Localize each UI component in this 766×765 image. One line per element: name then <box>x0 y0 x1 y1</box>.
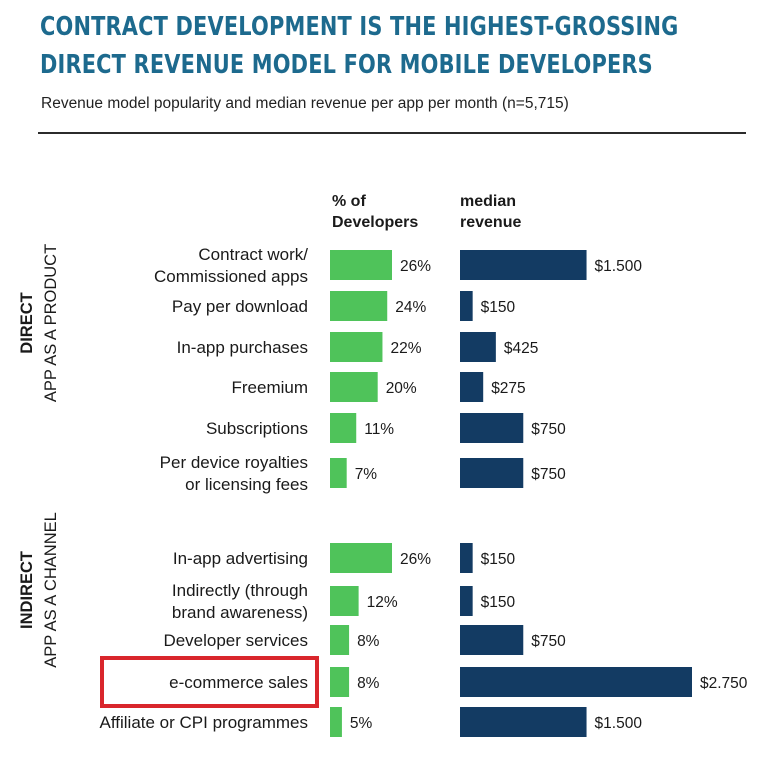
revenue-value-label: $750 <box>531 466 566 483</box>
revenue-bar <box>460 458 524 488</box>
chart-rows: Contract work/Commissioned apps 26% $1.500… <box>100 245 748 737</box>
pct-bar <box>330 458 347 488</box>
pct-value-label: 8% <box>357 675 380 692</box>
category-label: Contract work/ <box>198 245 308 264</box>
pct-value-label: 26% <box>400 551 431 568</box>
pct-value-label: 5% <box>350 715 373 732</box>
pct-bar <box>330 667 350 697</box>
pct-bar <box>330 625 350 655</box>
pct-bar <box>330 707 342 737</box>
chart-row: Per device royalties or licensing fees 7% $… <box>160 453 566 494</box>
revenue-value-label: $425 <box>504 340 538 357</box>
pct-bar <box>330 372 378 402</box>
category-label: Freemium <box>231 378 308 397</box>
chart-row: In-app purchases 22% $425 <box>177 332 538 362</box>
revenue-value-label: $2.750 <box>700 675 748 692</box>
revenue-bar <box>460 625 524 655</box>
revenue-bar <box>460 667 692 697</box>
revenue-bar <box>460 332 496 362</box>
category-label: Commissioned apps <box>154 267 308 286</box>
category-label: Per device royalties <box>160 453 308 472</box>
chart-row: Pay per download 24% $150 <box>172 291 516 321</box>
category-label: Subscriptions <box>206 419 308 438</box>
chart-row: Developer services 8% $750 <box>163 625 566 655</box>
pct-value-label: 24% <box>395 299 426 316</box>
column-headers: % of Developers median revenue <box>332 193 521 231</box>
group-sub-label: APP AS A CHANNEL <box>42 512 60 668</box>
pct-bar <box>330 586 359 616</box>
revenue-bar <box>460 372 484 402</box>
pct-value-label: 26% <box>400 258 431 275</box>
chart-row: In-app advertising 26% $150 <box>173 543 516 573</box>
revenue-bar <box>460 707 587 737</box>
category-label: Developer services <box>163 631 308 650</box>
revenue-column-header: revenue <box>460 214 521 231</box>
revenue-value-label: $750 <box>531 633 566 650</box>
group-labels: DIRECT APP AS A PRODUCT INDIRECT APP AS A C… <box>18 244 60 668</box>
pct-column-header: % of <box>332 193 366 210</box>
category-label: In-app purchases <box>177 338 308 357</box>
category-label: Pay per download <box>172 297 308 316</box>
chart-subtitle: Revenue model popularity and median reve… <box>41 95 569 112</box>
revenue-value-label: $150 <box>481 551 516 568</box>
revenue-bar <box>460 413 524 443</box>
category-label: brand awareness) <box>172 603 308 622</box>
chart-row: Freemium 20% $275 <box>231 372 526 402</box>
title-divider <box>38 132 746 134</box>
revenue-value-label: $275 <box>491 380 525 397</box>
group-name-label: DIRECT <box>18 292 36 353</box>
chart-row: e-commerce sales 8% $2.750 <box>100 656 748 708</box>
pct-value-label: 7% <box>355 466 378 483</box>
revenue-bar <box>460 586 473 616</box>
revenue-value-label: $750 <box>531 421 566 438</box>
chart-row: Subscriptions 11% $750 <box>206 413 566 443</box>
revenue-value-label: $150 <box>481 299 516 316</box>
category-label: In-app advertising <box>173 549 308 568</box>
pct-value-label: 20% <box>386 380 417 397</box>
pct-bar <box>330 291 388 321</box>
category-label: Affiliate or CPI programmes <box>100 713 308 732</box>
pct-bar <box>330 250 392 280</box>
pct-value-label: 22% <box>390 340 421 357</box>
revenue-value-label: $1.500 <box>595 715 643 732</box>
revenue-column-header: median <box>460 193 516 210</box>
pct-bar <box>330 543 392 573</box>
chart-title: CONTRACT DEVELOPMENT IS THE HIGHEST-GROS… <box>40 12 679 80</box>
category-label: e-commerce sales <box>169 673 308 692</box>
category-label: Indirectly (through <box>172 581 308 600</box>
revenue-value-label: $150 <box>481 594 516 611</box>
pct-value-label: 11% <box>364 421 394 438</box>
chart-row: Indirectly (through brand awareness) 12% $1… <box>172 581 516 622</box>
revenue-bar <box>460 250 587 280</box>
group-name-label: INDIRECT <box>18 551 36 629</box>
chart-row: Contract work/Commissioned apps 26% $1.500 <box>154 245 642 286</box>
highlight-box <box>100 656 319 708</box>
category-label: or licensing fees <box>185 475 308 494</box>
revenue-bar <box>460 543 473 573</box>
pct-bar <box>330 332 383 362</box>
pct-column-header: Developers <box>332 214 418 231</box>
pct-value-label: 12% <box>367 594 398 611</box>
revenue-value-label: $1.500 <box>595 258 643 275</box>
chart-row: Affiliate or CPI programmes 5% $1.500 <box>100 707 643 737</box>
pct-bar <box>330 413 357 443</box>
group-sub-label: APP AS A PRODUCT <box>42 244 60 402</box>
pct-value-label: 8% <box>357 633 380 650</box>
revenue-bar <box>460 291 473 321</box>
